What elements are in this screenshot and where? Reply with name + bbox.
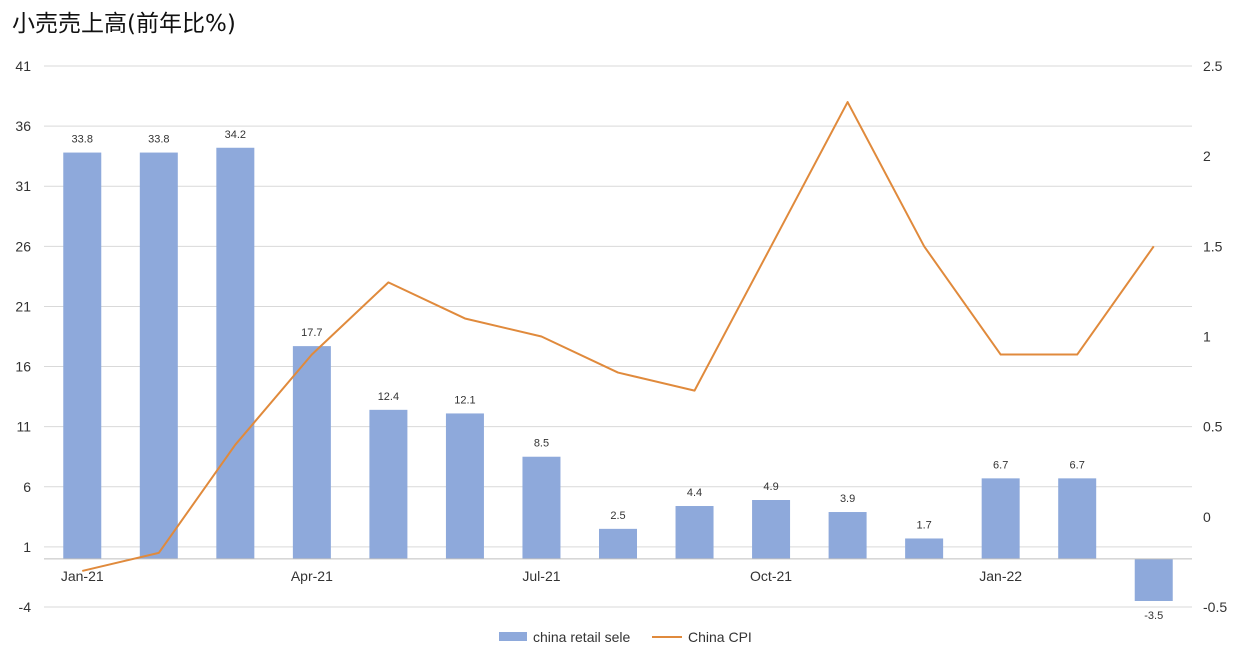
y-right-tick-label: 0 xyxy=(1203,509,1211,525)
y-right-tick-label: 2.5 xyxy=(1203,58,1223,74)
bar xyxy=(139,152,178,559)
legend-line-label: China CPI xyxy=(688,629,752,645)
bar-data-label: 4.9 xyxy=(763,481,778,493)
bar-data-label: 1.7 xyxy=(916,519,931,531)
y-right-tick-label: -0.5 xyxy=(1203,599,1227,615)
y-left-tick-label: 11 xyxy=(16,419,31,435)
bar-data-label: 4.4 xyxy=(687,487,702,499)
bar xyxy=(63,152,102,559)
gridlines xyxy=(44,65,1192,608)
bar xyxy=(216,147,255,559)
legend-bar-label: china retail sele xyxy=(533,629,630,645)
legend-bar-swatch xyxy=(499,632,527,641)
bar xyxy=(752,500,791,559)
bar-data-label: 3.9 xyxy=(840,493,855,505)
bar-data-label: 6.7 xyxy=(993,459,1008,471)
bar xyxy=(828,512,867,559)
x-tick-label: Jan-22 xyxy=(979,568,1022,584)
y-left-tick-label: 1 xyxy=(23,539,31,555)
y-left-tick-label: 31 xyxy=(15,178,31,194)
bar xyxy=(675,506,714,559)
y-right-tick-label: 1.5 xyxy=(1203,238,1223,254)
bar xyxy=(905,538,944,559)
y-left-tick-label: 21 xyxy=(15,298,31,314)
data-labels: 33.8 33.8 34.2 17.7 12.4 12.1 8.5 2.5 4.4 4.9 3.9 1… xyxy=(72,129,1164,622)
bar-data-label: -3.5 xyxy=(1144,610,1163,622)
bar xyxy=(522,456,561,559)
chart-title: 小売売上高(前年比%) xyxy=(12,11,236,37)
line-series xyxy=(82,101,1155,572)
bar-data-label: 8.5 xyxy=(534,438,549,450)
x-tick-label: Oct-21 xyxy=(750,568,792,584)
y-left-tick-label: 41 xyxy=(15,58,31,74)
legend: china retail sele China CPI xyxy=(499,629,752,645)
bar-data-label: 12.1 xyxy=(454,394,475,406)
bar-series xyxy=(63,147,1173,601)
bar xyxy=(1134,558,1173,601)
bar-data-label: 33.8 xyxy=(72,134,93,146)
bar-data-label: 34.2 xyxy=(225,129,246,141)
y-right-tick-label: 0.5 xyxy=(1203,419,1223,435)
bar xyxy=(599,528,637,559)
bar-data-label: 12.4 xyxy=(378,391,399,403)
y-left-tick-label: 36 xyxy=(15,118,31,134)
bar-data-label: 33.8 xyxy=(148,134,169,146)
x-tick-label: Jan-21 xyxy=(61,568,104,584)
y-right-tick-label: 2 xyxy=(1203,148,1211,164)
bar xyxy=(981,478,1020,559)
axis-ticks: -41611162126313641-0.500.511.522.5Jan-21… xyxy=(15,58,1227,615)
bar xyxy=(1058,478,1097,559)
y-left-tick-label: -4 xyxy=(19,599,32,615)
bar-data-label: 2.5 xyxy=(610,510,625,522)
bar xyxy=(369,409,408,559)
bar-data-label: 6.7 xyxy=(1070,459,1085,471)
y-right-tick-label: 1 xyxy=(1203,329,1211,345)
x-tick-label: Apr-21 xyxy=(291,568,333,584)
y-left-tick-label: 6 xyxy=(23,479,31,495)
bar xyxy=(292,346,331,559)
bar-data-label: 17.7 xyxy=(301,327,322,339)
x-tick-label: Jul-21 xyxy=(522,568,560,584)
y-left-tick-label: 26 xyxy=(15,238,31,254)
bar xyxy=(445,413,484,559)
y-left-tick-label: 16 xyxy=(15,359,31,375)
